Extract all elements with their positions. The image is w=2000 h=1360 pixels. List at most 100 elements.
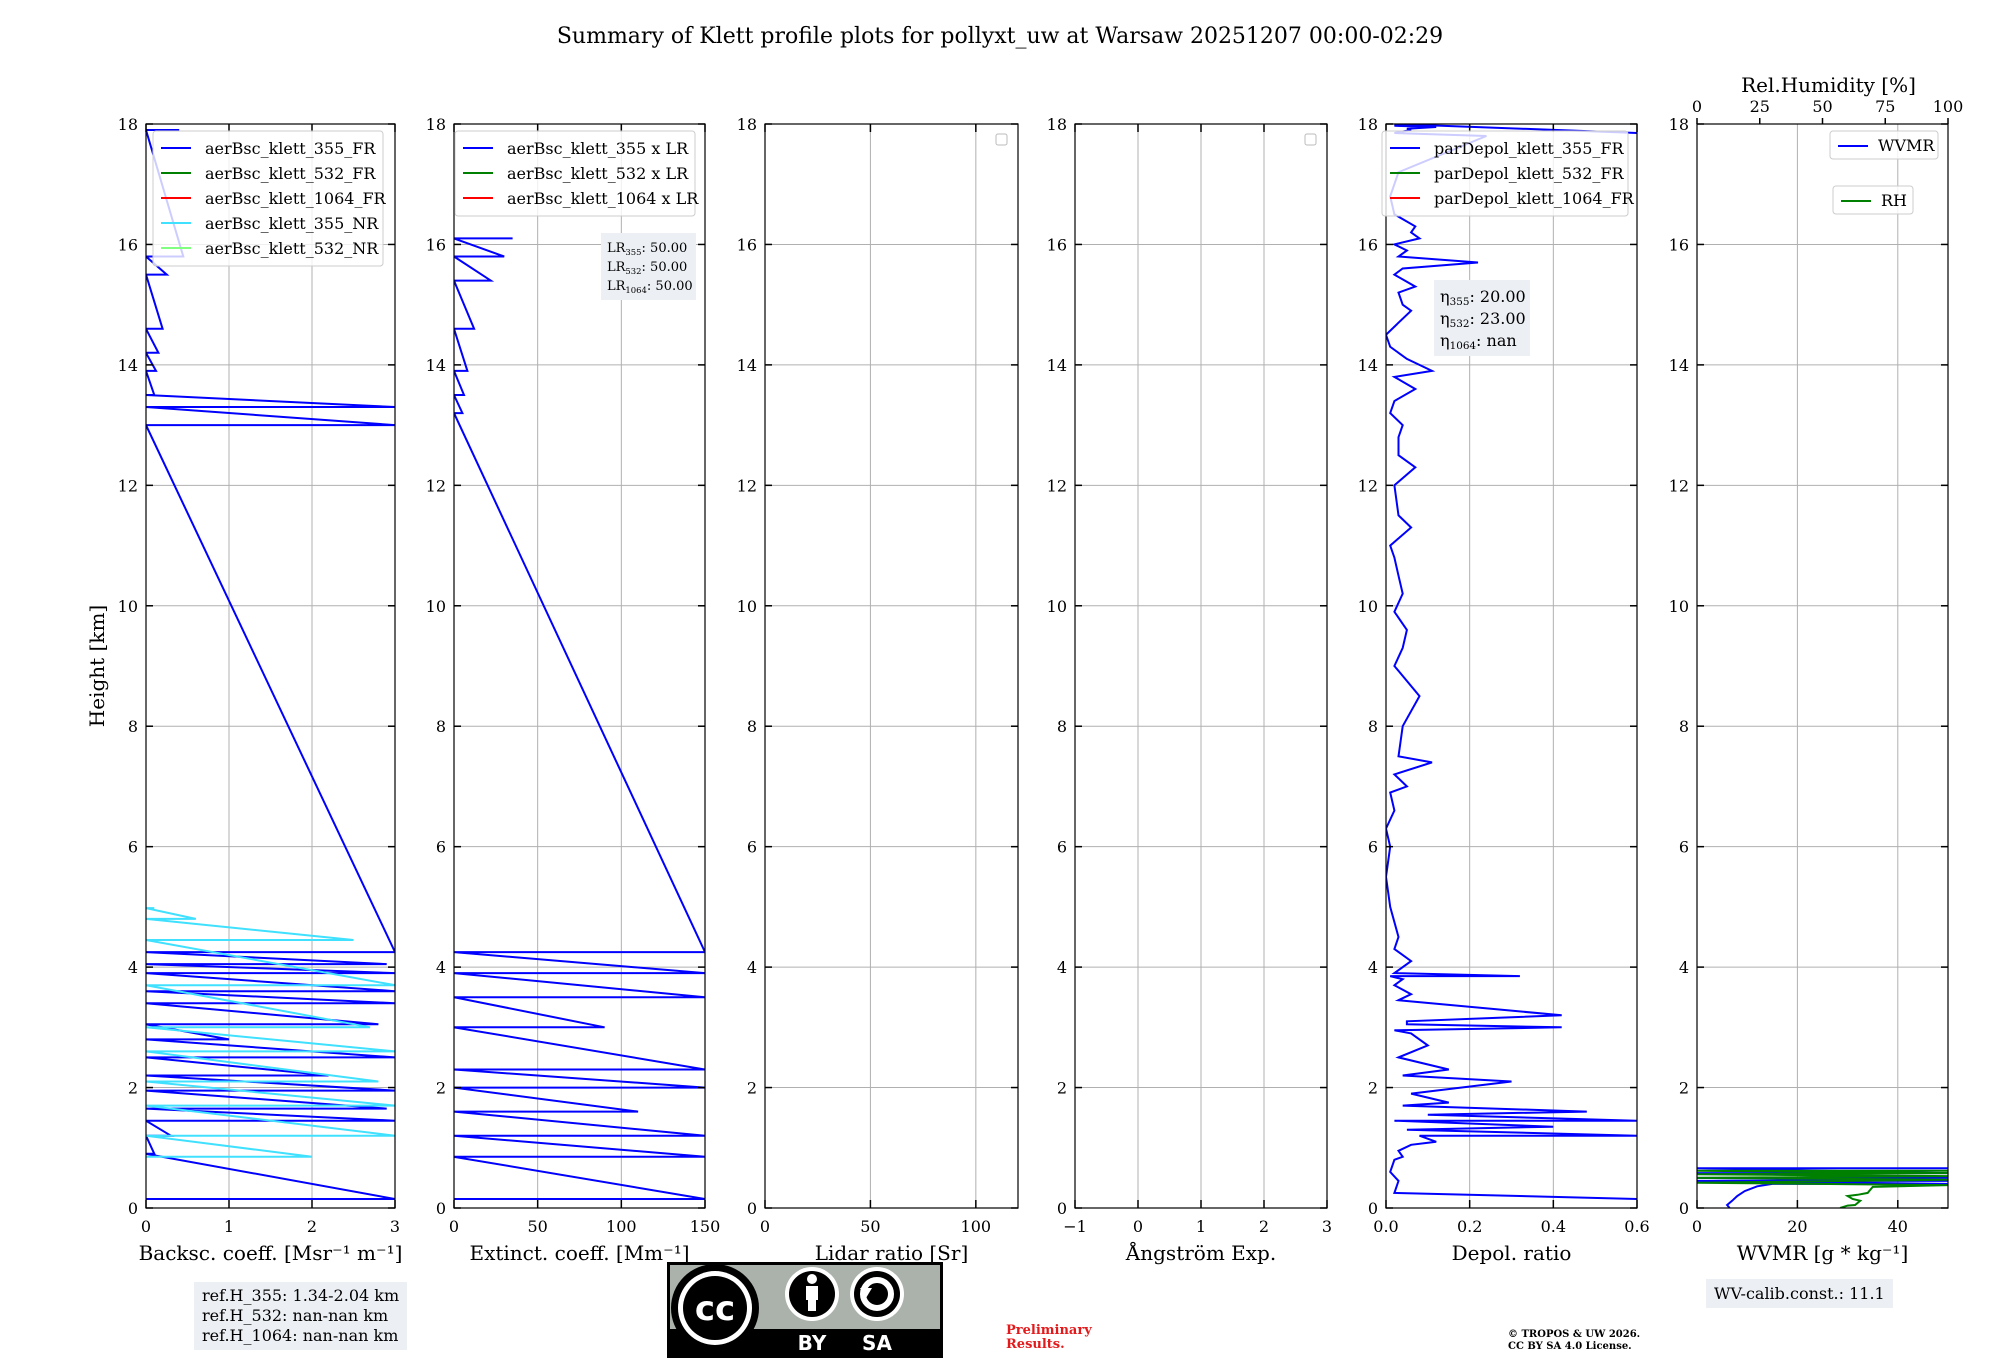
- x-tick-label: 0.6: [1624, 1217, 1649, 1236]
- y-tick-label: 16: [426, 235, 446, 254]
- x-tick-label: 3: [1322, 1217, 1332, 1236]
- cc-letters: cc: [695, 1289, 735, 1329]
- y-tick-label: 18: [118, 115, 138, 134]
- panel-lidar-ratio: 0 50 100 0 2 4 6 8 10 12 14 16 18 Lidar ratio [Sr]: [737, 115, 1019, 1265]
- x-tick-label: −1: [1063, 1217, 1087, 1236]
- x-tick-label: 2: [307, 1217, 317, 1236]
- y-tick-label: 0: [128, 1199, 138, 1218]
- x-tick-label: 0.2: [1457, 1217, 1482, 1236]
- x-tick-label: 100: [961, 1217, 992, 1236]
- legend-label: aerBsc_klett_1064 x LR: [507, 189, 699, 208]
- top-tick-label: 25: [1750, 97, 1770, 116]
- legend-box: [1832, 185, 1914, 215]
- y-tick-label: 16: [1047, 235, 1067, 254]
- x-tick-label: 2: [1259, 1217, 1269, 1236]
- empty-legend-box: [995, 133, 1008, 146]
- y-tick-label: 6: [747, 838, 757, 857]
- panel-depol: 0.0 0.2 0.4 0.6 0 2 4 6 8 10 12 14 16 18 Depol. ratio p…: [1358, 115, 1650, 1265]
- y-tick-label: 2: [1679, 1079, 1689, 1098]
- y-tick-label: 2: [436, 1079, 446, 1098]
- y-tick-label: 18: [1047, 115, 1067, 134]
- y-tick-label: 4: [128, 958, 138, 977]
- ref-height-1064: ref.H_1064: nan-nan km: [202, 1326, 399, 1345]
- y-tick-label: 2: [1057, 1079, 1067, 1098]
- x-tick-label: 20: [1787, 1217, 1807, 1236]
- y-tick-label: 0: [1679, 1199, 1689, 1218]
- y-tick-label: 18: [1669, 115, 1689, 134]
- legend-box: [1829, 130, 1939, 160]
- y-tick-label: 4: [1368, 958, 1378, 977]
- y-tick-label: 8: [1368, 717, 1378, 736]
- x-tick-label: 150: [690, 1217, 721, 1236]
- legend-RH: RH: [1832, 185, 1914, 215]
- annotation-line: LR355: 50.00: [607, 241, 687, 257]
- y-tick-label: 10: [1047, 597, 1067, 616]
- legend-label: aerBsc_klett_1064_FR: [205, 189, 387, 208]
- y-tick-label: 0: [747, 1199, 757, 1218]
- y-tick-label: 14: [426, 356, 446, 375]
- y-tick-label: 8: [747, 717, 757, 736]
- y-tick-label: 4: [1679, 958, 1689, 977]
- y-tick-label: 6: [1368, 838, 1378, 857]
- y-tick-label: 6: [1057, 838, 1067, 857]
- y-tick-label: 2: [747, 1079, 757, 1098]
- series-group: [454, 237, 705, 1200]
- annotation-line: η532: 23.00: [1440, 309, 1526, 330]
- y-tick-label: 10: [118, 597, 138, 616]
- annotation-background: [601, 233, 696, 300]
- y-tick-label: 12: [1047, 476, 1067, 495]
- legend-label: aerBsc_klett_355 x LR: [507, 139, 689, 158]
- y-tick-label: 14: [1669, 356, 1689, 375]
- annotation-line: η355: 20.00: [1440, 287, 1526, 308]
- x-tick-label: 0: [1692, 1217, 1702, 1236]
- annotation-line: LR532: 50.00: [607, 260, 687, 276]
- y-tick-label: 12: [426, 476, 446, 495]
- legend-box: [1381, 130, 1629, 217]
- reference-height-box: ref.H_355: 1.34-2.04 km ref.H_532: nan-n…: [194, 1282, 408, 1350]
- legend-label: aerBsc_klett_355_FR: [205, 139, 376, 158]
- top-tick-label: 100: [1933, 97, 1964, 116]
- top-tick-label: 50: [1812, 97, 1832, 116]
- x-tick-label: 0.4: [1541, 1217, 1566, 1236]
- y-tick-label: 4: [1057, 958, 1067, 977]
- legend-label: aerBsc_klett_532_NR: [205, 239, 379, 258]
- y-tick-label: 8: [128, 717, 138, 736]
- cc-sa-label: SA: [862, 1331, 892, 1355]
- x-tick-label: 100: [606, 1217, 637, 1236]
- y-tick-label: 14: [1047, 356, 1067, 375]
- cc-by-sa-badge: cc BY SA: [667, 1262, 943, 1358]
- y-tick-label: 6: [1679, 838, 1689, 857]
- y-tick-label: 12: [1669, 476, 1689, 495]
- y-tick-label: 2: [128, 1079, 138, 1098]
- top-tick-label: 0: [1692, 97, 1702, 116]
- y-tick-label: 14: [1358, 356, 1378, 375]
- x-tick-label: 3: [390, 1217, 400, 1236]
- x-tick-label: 40: [1888, 1217, 1908, 1236]
- y-tick-label: 4: [747, 958, 757, 977]
- preliminary-results-note: Preliminary Results.: [1006, 1323, 1092, 1352]
- series-line-RH: [1697, 1169, 1948, 1208]
- y-tick-label: 14: [737, 356, 757, 375]
- axes-frame: [764, 123, 1019, 1209]
- wv-calibration-box: WV-calib.const.: 11.1: [1706, 1279, 1893, 1308]
- x-axis-label: Backsc. coeff. [Msr⁻¹ m⁻¹]: [139, 1241, 403, 1265]
- y-tick-label: 10: [1358, 597, 1378, 616]
- legend: aerBsc_klett_355_FR aerBsc_klett_532_FRae…: [152, 130, 387, 267]
- x-tick-label: 0.0: [1373, 1217, 1398, 1236]
- y-tick-label: 6: [436, 838, 446, 857]
- y-tick-label: 12: [1358, 476, 1378, 495]
- figure-title: Summary of Klett profile plots for polly…: [557, 24, 1443, 49]
- axes-frame: [1696, 123, 1949, 1209]
- legend-label: parDepol_klett_355_FR: [1434, 139, 1625, 158]
- x-tick-label: 1: [1196, 1217, 1206, 1236]
- x-tick-label: 0: [449, 1217, 459, 1236]
- y-tick-label: 16: [737, 235, 757, 254]
- y-tick-label: 16: [1358, 235, 1378, 254]
- series-line-aerBsc_klett_355_NR: [146, 907, 395, 1158]
- x-tick-label: 50: [860, 1217, 880, 1236]
- annotation-background: [1434, 280, 1530, 356]
